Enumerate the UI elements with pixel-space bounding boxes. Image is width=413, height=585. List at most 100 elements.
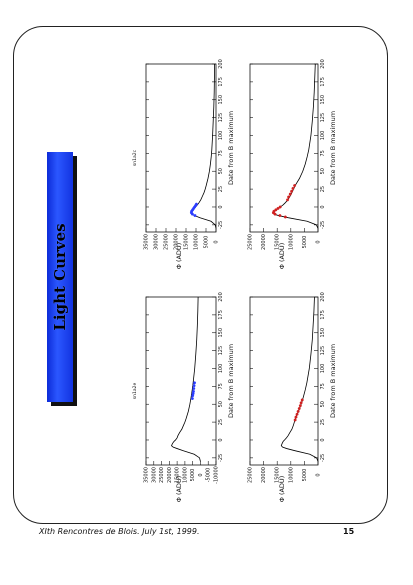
data-point xyxy=(278,214,282,218)
y-tick-label: 35000 xyxy=(144,467,150,483)
data-point xyxy=(290,189,294,193)
x-tick-label: -25 xyxy=(320,454,326,462)
x-tick-label: 125 xyxy=(320,346,326,356)
x-tick-label: 100 xyxy=(218,131,224,141)
page-number: 15 xyxy=(343,527,355,536)
x-tick-label: 200 xyxy=(218,59,224,69)
y-tick-label: 20000 xyxy=(261,467,267,483)
x-tick-label: 75 xyxy=(218,383,224,389)
x-tick-label: 175 xyxy=(218,310,224,320)
data-point xyxy=(293,418,297,422)
x-tick-label: 100 xyxy=(320,364,326,374)
x-tick-label: 200 xyxy=(320,59,326,69)
x-tick-label: 125 xyxy=(218,113,224,123)
data-point xyxy=(287,195,291,199)
y-tick-label: 15000 xyxy=(275,467,281,483)
data-point xyxy=(293,184,297,187)
x-tick-label: 25 xyxy=(320,419,326,425)
y-tick-label: 5000 xyxy=(302,469,308,482)
data-point xyxy=(190,397,194,400)
x-tick-label: 75 xyxy=(320,150,326,156)
x-tick-label: 175 xyxy=(320,310,326,320)
x-tick-label: 150 xyxy=(218,328,224,338)
x-tick-label: 0 xyxy=(218,205,224,208)
data-point xyxy=(297,407,301,410)
x-tick-label: 200 xyxy=(320,292,326,302)
data-point xyxy=(299,401,303,405)
light-curve-panel-3: -25 0 25 50 75 100 125 150 175 200 0 5000 10000 15000… xyxy=(248,292,338,502)
x-tick-label: 25 xyxy=(218,419,224,425)
data-point xyxy=(272,209,276,213)
y-tick-label: 15000 xyxy=(175,467,181,483)
y-tick-label: 0 xyxy=(198,473,204,476)
x-tick-label: -25 xyxy=(218,221,224,229)
y-tick-label: 10000 xyxy=(288,467,294,483)
x-axis-label: Date from B maximum xyxy=(227,111,235,185)
x-tick-label: 0 xyxy=(320,438,326,441)
x-axis-label: Date from B maximum xyxy=(227,344,235,418)
y-tick-label: 20000 xyxy=(167,467,173,483)
data-point xyxy=(295,412,299,416)
y-tick-label: 20000 xyxy=(261,234,267,250)
y-tick-label: 10000 xyxy=(182,467,188,483)
x-tick-label: 125 xyxy=(320,113,326,123)
y-tick-label: 25000 xyxy=(248,234,254,250)
y-axis-label: Φ (ADU) xyxy=(175,476,183,502)
x-tick-label: 50 xyxy=(320,168,326,174)
x-tick-label: -25 xyxy=(218,454,224,462)
light-curve-panel-4: -25 0 25 50 75 100 125 150 175 200 0 5000 10000 15000… xyxy=(248,59,338,269)
x-tick-label: 150 xyxy=(320,95,326,105)
y-tick-label: 15000 xyxy=(184,234,190,250)
x-tick-label: 125 xyxy=(218,346,224,356)
y-tick-label: 0 xyxy=(316,240,322,243)
fit-curve xyxy=(171,296,201,462)
y-tick-label: 0 xyxy=(214,240,220,243)
data-point xyxy=(192,384,196,388)
x-tick-label: 150 xyxy=(320,328,326,338)
x-tick-label: 75 xyxy=(218,150,224,156)
y-tick-label: 25000 xyxy=(164,234,170,250)
y-axis-label: Φ (ADU) xyxy=(278,476,286,502)
x-tick-label: 200 xyxy=(218,292,224,302)
y-tick-label: 5000 xyxy=(302,236,308,249)
panel-label: sn1a2e xyxy=(132,383,138,400)
x-tick-label: 0 xyxy=(320,205,326,208)
data-point xyxy=(300,398,304,402)
data-point xyxy=(191,389,195,393)
slide-frame xyxy=(13,26,388,524)
data-point xyxy=(298,404,302,408)
y-tick-label: 25000 xyxy=(248,467,254,483)
x-tick-label: 100 xyxy=(218,364,224,374)
y-tick-label: -10000 xyxy=(214,466,220,484)
data-point xyxy=(276,206,280,210)
y-tick-label: 0 xyxy=(316,473,322,476)
data-point xyxy=(296,409,300,413)
x-tick-label: 150 xyxy=(218,95,224,105)
data-point xyxy=(193,214,197,218)
x-tick-label: 50 xyxy=(218,168,224,174)
panel-label: sn1a2c xyxy=(132,149,138,166)
light-curve-panel-2: -25 0 25 50 75 100 125 150 175 200 0 5000 10000 15000… xyxy=(132,59,235,269)
x-tick-label: 75 xyxy=(320,383,326,389)
data-point xyxy=(278,205,282,209)
data-point xyxy=(193,381,196,385)
x-tick-label: 100 xyxy=(320,131,326,141)
x-tick-label: 0 xyxy=(218,438,224,441)
plot-frame xyxy=(145,63,217,233)
x-tick-label: 25 xyxy=(218,186,224,192)
plot-frame xyxy=(145,296,217,466)
data-point xyxy=(283,215,287,219)
y-tick-label: 5000 xyxy=(190,469,196,482)
y-tick-label: 10000 xyxy=(288,234,294,250)
y-axis-label: Φ (ADU) xyxy=(175,243,183,269)
x-tick-label: 175 xyxy=(320,77,326,87)
data-point xyxy=(194,202,198,206)
data-point xyxy=(291,186,295,190)
light-curve-panel-1: -250255075100125150175200-10000-50000500… xyxy=(132,292,235,502)
x-tick-label: 25 xyxy=(320,186,326,192)
data-point xyxy=(294,415,298,419)
fit-curve xyxy=(280,296,319,462)
x-tick-label: -25 xyxy=(320,221,326,229)
